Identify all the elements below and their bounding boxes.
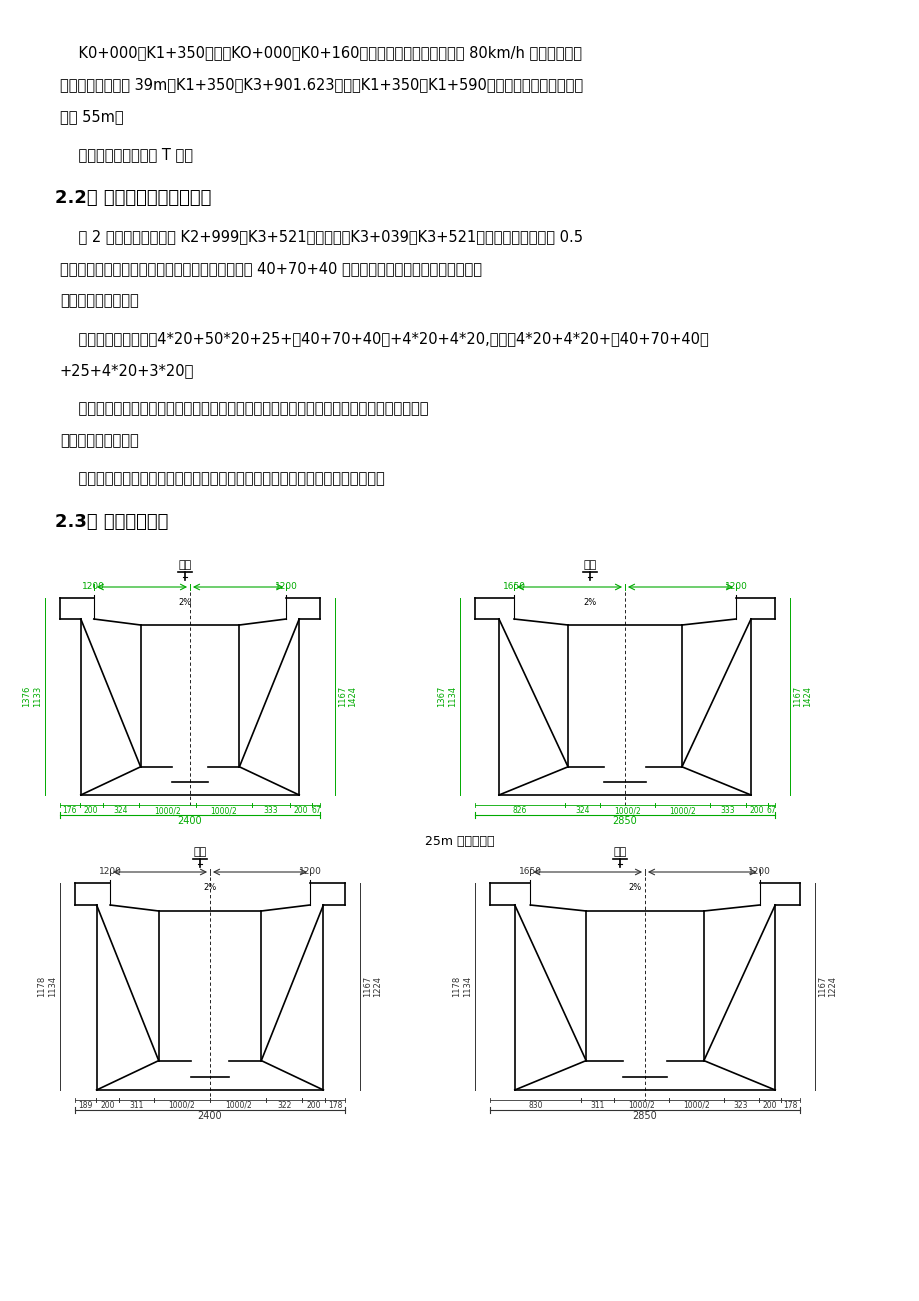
Text: 178: 178 [327, 1101, 342, 1110]
Text: 准设计，路基宽度 39m；K1+350～K3+901.623路段（K1+350～K1+590为衔接渐变段）路面宽度: 准设计，路基宽度 39m；K1+350～K3+901.623路段（K1+350～… [60, 77, 583, 92]
Text: 1000/2: 1000/2 [210, 807, 237, 814]
Text: 67: 67 [311, 807, 321, 814]
Text: 第 2 施工标段起止桩号 K2+999～K3+521（左幅）、K3+039～K3+521（右幅），路线全长 0.5: 第 2 施工标段起止桩号 K2+999～K3+521（左幅）、K3+039～K3… [60, 229, 583, 245]
Text: +25+4*20+3*20。: +25+4*20+3*20。 [60, 363, 194, 379]
Text: 1000/2: 1000/2 [153, 807, 180, 814]
Text: 1134: 1134 [448, 686, 457, 706]
Text: 830: 830 [528, 1101, 542, 1110]
Text: 200: 200 [749, 807, 763, 814]
Text: 200: 200 [293, 807, 308, 814]
Text: 200: 200 [306, 1101, 321, 1110]
Text: 826: 826 [512, 807, 527, 814]
Text: 边梁: 边梁 [613, 847, 626, 857]
Text: 2%: 2% [583, 597, 596, 606]
Text: 178: 178 [782, 1101, 797, 1110]
Text: 1200: 1200 [747, 866, 770, 876]
Text: 200: 200 [100, 1101, 115, 1110]
Text: 1000/2: 1000/2 [668, 807, 695, 814]
Text: 323: 323 [733, 1101, 747, 1110]
Text: 2%: 2% [178, 597, 191, 606]
Text: 333: 333 [720, 807, 734, 814]
Text: 1367: 1367 [437, 686, 446, 708]
Text: 1376: 1376 [22, 686, 31, 708]
Text: 200: 200 [84, 807, 98, 814]
Text: K0+000～K1+350路段（KO+000～K0+160为衔接渐变段）：设计速度 80km/h 的一级公路标: K0+000～K1+350路段（KO+000～K0+160为衔接渐变段）：设计速… [60, 46, 582, 60]
Text: 中梁: 中梁 [178, 559, 191, 570]
Text: 200: 200 [762, 1101, 776, 1110]
Text: 189: 189 [78, 1101, 93, 1110]
Text: 1224: 1224 [372, 976, 381, 997]
Text: 2850: 2850 [632, 1111, 657, 1121]
Text: 1200: 1200 [83, 582, 105, 591]
Text: 1424: 1424 [347, 686, 357, 706]
Text: 2%: 2% [628, 882, 641, 891]
Text: 1200: 1200 [98, 866, 121, 876]
Text: 总体施工顺序：先施工左幅桥梁，然后拆除老桥，最后在老桥位新建右幅桥梁。: 总体施工顺序：先施工左幅桥梁，然后拆除老桥，最后在老桥位新建右幅桥梁。 [60, 471, 384, 487]
Text: 1167: 1167 [337, 686, 346, 708]
Text: 1000/2: 1000/2 [628, 1101, 654, 1110]
Text: 1224: 1224 [827, 976, 836, 997]
Text: 1200: 1200 [298, 866, 321, 876]
Text: 2400: 2400 [177, 816, 202, 826]
Text: 桥涵设计荷载为公路 T 级。: 桥涵设计荷载为公路 T 级。 [60, 147, 193, 163]
Text: 用预制小箱梁形式。: 用预制小箱梁形式。 [60, 293, 139, 308]
Text: 1167: 1167 [363, 976, 371, 997]
Text: 1134: 1134 [462, 976, 471, 997]
Text: 1200: 1200 [275, 582, 298, 591]
Text: 程必须的临时工程。: 程必须的临时工程。 [60, 433, 139, 448]
Text: 67: 67 [766, 807, 776, 814]
Text: 2.2、 本标段施工范围及内容: 2.2、 本标段施工范围及内容 [55, 189, 211, 207]
Text: 176: 176 [62, 807, 77, 814]
Text: 25m 箱梁截面图: 25m 箱梁截面图 [425, 835, 494, 848]
Text: 1650: 1650 [502, 582, 525, 591]
Text: 公里，本标段主要结构物为东苕溪大桥，主桥采用 40+70+40 变截面连续箱梁的结构形式，引桥采: 公里，本标段主要结构物为东苕溪大桥，主桥采用 40+70+40 变截面连续箱梁的… [60, 262, 482, 276]
Text: 2850: 2850 [612, 816, 637, 826]
Text: 333: 333 [264, 807, 278, 814]
Text: 324: 324 [575, 807, 589, 814]
Text: 1000/2: 1000/2 [614, 807, 641, 814]
Text: 311: 311 [129, 1101, 143, 1110]
Text: 1178: 1178 [451, 976, 460, 997]
Text: 311: 311 [590, 1101, 604, 1110]
Text: 边梁: 边梁 [583, 559, 596, 570]
Text: 1200: 1200 [724, 582, 746, 591]
Text: 322: 322 [277, 1101, 291, 1110]
Text: 1424: 1424 [802, 686, 811, 706]
Text: 桥梁左幅孔跨布置：4*20+50*20+25+（40+70+40）+4*20+4*20,右幅：4*20+4*20+（40+70+40）: 桥梁左幅孔跨布置：4*20+50*20+25+（40+70+40）+4*20+4… [60, 330, 708, 346]
Text: 2.3、 小箱梁截面图: 2.3、 小箱梁截面图 [55, 513, 168, 531]
Text: 1000/2: 1000/2 [168, 1101, 195, 1110]
Text: 2400: 2400 [198, 1111, 222, 1121]
Text: 工作内容包括东苕溪大桥左右双幅主桥工程、引桥工程、原有老桥的拆除以及为实施以上工: 工作内容包括东苕溪大桥左右双幅主桥工程、引桥工程、原有老桥的拆除以及为实施以上工 [60, 401, 428, 416]
Text: 1650: 1650 [518, 866, 541, 876]
Text: 2%: 2% [203, 882, 216, 891]
Text: 1134: 1134 [48, 976, 57, 997]
Text: 采用 55m。: 采用 55m。 [60, 109, 123, 124]
Text: 1133: 1133 [33, 686, 42, 708]
Text: 中梁: 中梁 [193, 847, 207, 857]
Text: 1000/2: 1000/2 [682, 1101, 709, 1110]
Text: 1167: 1167 [817, 976, 826, 997]
Text: 324: 324 [113, 807, 128, 814]
Text: 1178: 1178 [37, 976, 46, 997]
Text: 1000/2: 1000/2 [224, 1101, 251, 1110]
Text: 1167: 1167 [792, 686, 801, 708]
